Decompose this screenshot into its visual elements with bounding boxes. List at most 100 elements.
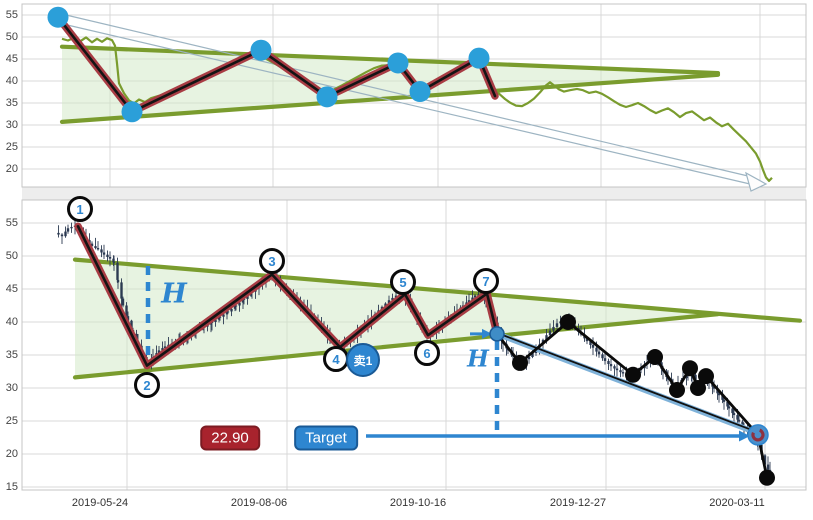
lower-trendline-bottom[interactable] xyxy=(72,312,721,380)
candle-body xyxy=(120,282,123,299)
panel-divider xyxy=(22,187,806,200)
candle-body xyxy=(66,228,70,232)
projection-dot[interactable] xyxy=(682,360,698,377)
candle-body xyxy=(467,300,471,303)
wave-number-circle-4[interactable]: 4 xyxy=(323,346,349,372)
candle-body xyxy=(125,305,128,317)
wave-number-circle-1[interactable]: 1 xyxy=(67,196,93,222)
candle-body xyxy=(555,323,559,327)
candle-body xyxy=(100,249,103,253)
panel-border xyxy=(21,199,807,491)
candle-body xyxy=(384,303,387,307)
candle-body xyxy=(732,413,736,416)
height-label-1: H xyxy=(161,278,187,310)
wave-zigzag-core-top xyxy=(56,15,497,114)
wave-number-circle-7[interactable]: 7 xyxy=(473,268,499,294)
y-tick-label: 30 xyxy=(5,119,18,131)
candle-body xyxy=(225,312,229,315)
wave-number-circle-6[interactable]: 6 xyxy=(414,340,440,366)
candle-body xyxy=(471,297,474,301)
candle-body xyxy=(601,354,604,359)
wave-zigzag-core-bottom xyxy=(76,225,499,367)
projection-dot[interactable] xyxy=(647,348,663,365)
projection-dot[interactable] xyxy=(625,366,641,383)
candle-body xyxy=(241,299,245,303)
candle-body xyxy=(57,232,60,235)
sell-signal-badge[interactable]: 卖1 xyxy=(346,343,380,377)
y-tick-label: 40 xyxy=(5,75,18,87)
candle-body xyxy=(234,305,238,307)
wave-number-circle-2[interactable]: 2 xyxy=(134,372,160,398)
candle-body xyxy=(712,386,716,389)
candle-body xyxy=(552,326,555,331)
x-date-label: 2019-12-27 xyxy=(549,497,607,509)
wave-number-circle-5[interactable]: 5 xyxy=(390,269,416,295)
wave-number-circle-3[interactable]: 3 xyxy=(259,248,285,274)
upper-trendline-bottom[interactable] xyxy=(72,257,803,323)
candle-body xyxy=(130,320,133,330)
candle-body xyxy=(727,406,731,409)
projection-dot[interactable] xyxy=(512,354,528,371)
y-tick-label: 45 xyxy=(5,283,18,295)
candle-body xyxy=(226,311,230,313)
target-button[interactable]: Target xyxy=(294,425,358,451)
candle-body xyxy=(90,243,94,247)
x-date-label: 2019-05-24 xyxy=(71,497,129,509)
pivot-dot[interactable] xyxy=(121,101,143,123)
projection-dot[interactable] xyxy=(669,381,685,398)
candle-body xyxy=(595,347,598,352)
candle-body xyxy=(736,415,739,420)
y-tick-label: 25 xyxy=(5,415,18,427)
pivot-dot[interactable] xyxy=(250,39,272,61)
trend-arrow-shaft[interactable] xyxy=(62,23,751,185)
candle-body xyxy=(108,256,112,259)
pivot-dot[interactable] xyxy=(468,47,490,69)
projection-dot[interactable] xyxy=(560,314,576,330)
breakdown-point-marker[interactable] xyxy=(489,326,505,342)
candle-body xyxy=(607,360,610,365)
candle-body xyxy=(545,335,548,340)
y-tick-label: 30 xyxy=(5,382,18,394)
candle-body xyxy=(157,350,161,354)
candle-body xyxy=(222,314,225,317)
pivot-dot[interactable] xyxy=(47,6,69,28)
candle-body xyxy=(94,246,97,249)
y-tick-label: 25 xyxy=(5,141,18,153)
y-tick-label: 55 xyxy=(5,9,18,21)
y-tick-label: 20 xyxy=(5,163,18,175)
candle-body xyxy=(722,399,726,402)
candle-body xyxy=(615,368,619,371)
candle-body xyxy=(218,316,222,318)
price-target-value-box[interactable]: 22.90 xyxy=(200,425,260,451)
pivot-dot[interactable] xyxy=(409,81,431,103)
y-tick-label: 35 xyxy=(5,97,18,109)
y-tick-label: 50 xyxy=(5,250,18,262)
candle-body xyxy=(585,338,589,342)
candle-body xyxy=(763,455,767,465)
lower-trendline-top[interactable] xyxy=(59,72,721,125)
candle-body xyxy=(214,319,217,322)
candle-body xyxy=(238,302,241,306)
projection-dot[interactable] xyxy=(690,380,706,396)
pivot-dot[interactable] xyxy=(316,86,338,108)
candle-body xyxy=(64,231,67,237)
y-tick-label: 50 xyxy=(5,31,18,43)
measured-move-line[interactable] xyxy=(494,331,758,435)
pivot-dot[interactable] xyxy=(387,52,409,74)
candle-body xyxy=(391,297,394,301)
candle-body xyxy=(102,252,106,255)
projection-dot[interactable] xyxy=(759,469,775,486)
target-point-marker[interactable] xyxy=(747,424,769,446)
y-tick-label: 45 xyxy=(5,53,18,65)
y-tick-label: 35 xyxy=(5,349,18,361)
candle-body xyxy=(589,341,592,345)
candle-body xyxy=(233,306,237,309)
trend-arrow-shaft[interactable] xyxy=(65,14,749,177)
projection-dot[interactable] xyxy=(698,368,714,385)
candle-body xyxy=(548,330,552,336)
candle-body xyxy=(717,393,721,396)
candle-body xyxy=(527,356,531,360)
